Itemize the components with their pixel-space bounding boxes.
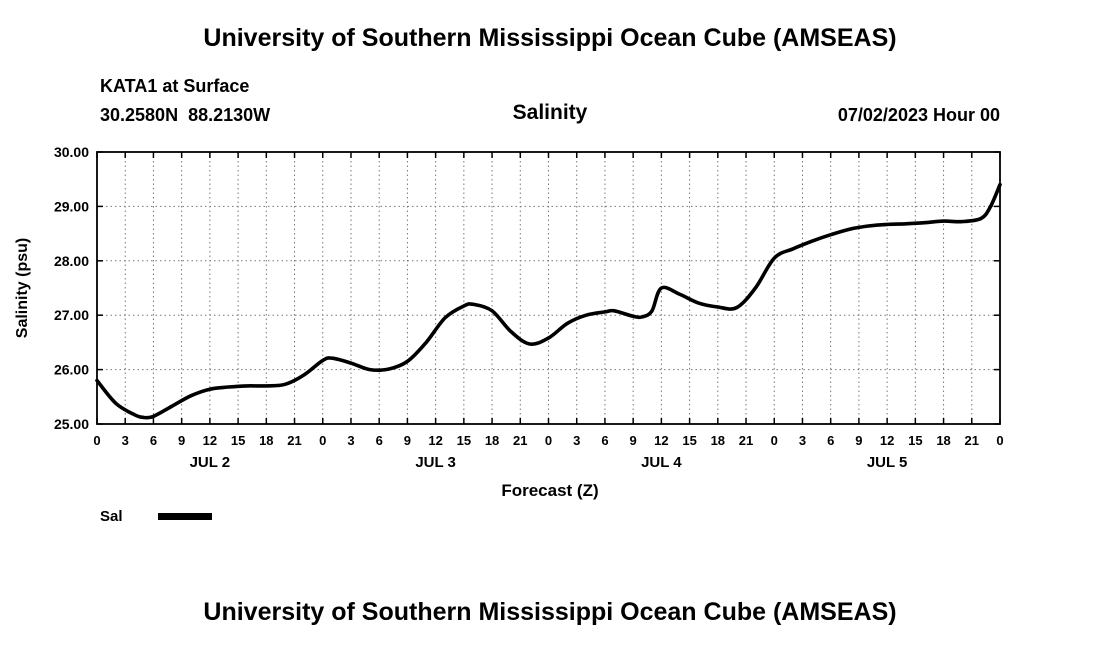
svg-text:12: 12 xyxy=(203,433,217,448)
svg-text:9: 9 xyxy=(404,433,411,448)
svg-text:26.00: 26.00 xyxy=(54,362,89,378)
datetime-label: 07/02/2023 Hour 00 xyxy=(837,105,1000,125)
svg-text:18: 18 xyxy=(936,433,950,448)
svg-text:15: 15 xyxy=(231,433,245,448)
svg-text:18: 18 xyxy=(485,433,499,448)
svg-text:0: 0 xyxy=(771,433,778,448)
svg-text:3: 3 xyxy=(573,433,580,448)
svg-text:9: 9 xyxy=(630,433,637,448)
legend-line-swatch xyxy=(158,513,212,520)
svg-text:JUL 5: JUL 5 xyxy=(867,454,908,471)
svg-text:21: 21 xyxy=(513,433,527,448)
station-name: KATA1 at Surface xyxy=(100,76,250,96)
svg-text:28.00: 28.00 xyxy=(54,253,89,269)
svg-text:0: 0 xyxy=(545,433,552,448)
svg-text:9: 9 xyxy=(178,433,185,448)
svg-text:9: 9 xyxy=(855,433,862,448)
legend: Sal xyxy=(100,506,320,530)
svg-text:6: 6 xyxy=(601,433,608,448)
legend-label: Sal xyxy=(100,508,123,525)
svg-text:0: 0 xyxy=(996,433,1003,448)
x-axis-label: Forecast (Z) xyxy=(501,481,599,500)
svg-text:21: 21 xyxy=(287,433,301,448)
top-title: University of Southern Mississippi Ocean… xyxy=(203,24,897,52)
svg-text:18: 18 xyxy=(259,433,273,448)
svg-text:0: 0 xyxy=(319,433,326,448)
bottom-title: University of Southern Mississippi Ocean… xyxy=(203,598,897,626)
svg-text:29.00: 29.00 xyxy=(54,198,89,214)
svg-text:21: 21 xyxy=(739,433,753,448)
svg-text:3: 3 xyxy=(799,433,806,448)
svg-text:25.00: 25.00 xyxy=(54,416,89,432)
svg-text:15: 15 xyxy=(908,433,922,448)
svg-text:15: 15 xyxy=(457,433,471,448)
svg-text:JUL 4: JUL 4 xyxy=(641,454,682,471)
svg-text:27.00: 27.00 xyxy=(54,307,89,323)
salinity-chart: 25.00 26.00 27.00 28.00 29.00 30.00 0 3 6 9 12 15 18… xyxy=(54,144,1004,471)
station-coordinates: 30.2580N 88.2130W xyxy=(100,105,271,125)
svg-text:3: 3 xyxy=(347,433,354,448)
svg-text:JUL 2: JUL 2 xyxy=(190,454,231,471)
svg-text:21: 21 xyxy=(965,433,979,448)
chart-title: Salinity xyxy=(512,101,588,124)
svg-text:3: 3 xyxy=(122,433,129,448)
svg-text:18: 18 xyxy=(711,433,725,448)
svg-text:JUL 3: JUL 3 xyxy=(415,454,456,471)
svg-text:6: 6 xyxy=(827,433,834,448)
svg-text:6: 6 xyxy=(376,433,383,448)
svg-text:30.00: 30.00 xyxy=(54,144,89,160)
svg-text:0: 0 xyxy=(93,433,100,448)
svg-text:12: 12 xyxy=(880,433,894,448)
svg-text:12: 12 xyxy=(654,433,668,448)
svg-text:12: 12 xyxy=(428,433,442,448)
svg-text:6: 6 xyxy=(150,433,157,448)
svg-text:15: 15 xyxy=(682,433,696,448)
